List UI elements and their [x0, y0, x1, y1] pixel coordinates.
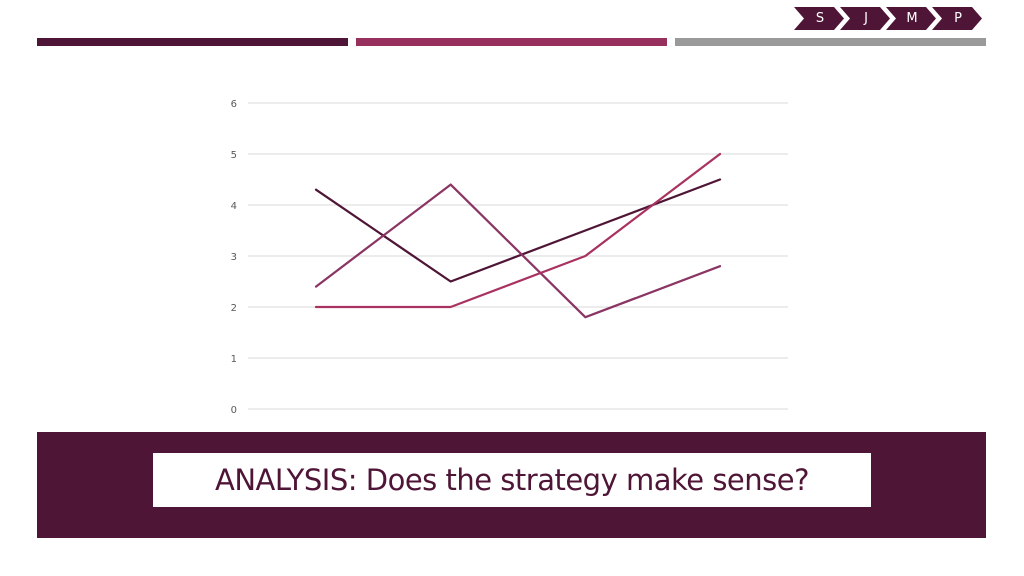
header-bar-gray — [675, 38, 986, 46]
nav-chevron-m[interactable]: M — [886, 7, 936, 30]
series-line-2 — [314, 183, 722, 319]
series-line-3 — [314, 152, 722, 309]
nav-chevron-j[interactable]: J — [840, 7, 890, 30]
y-tick-label: 5 — [231, 150, 237, 161]
header-bar-magenta — [356, 38, 667, 46]
nav-chevron-p[interactable]: P — [932, 7, 982, 30]
y-tick-label: 2 — [231, 303, 237, 314]
y-tick-label: 4 — [231, 201, 237, 212]
slide-title: ANALYSIS: Does the strategy make sense? — [215, 463, 810, 497]
y-axis-ticks: 0 1 2 3 4 5 6 — [231, 99, 237, 416]
nav-chevron-s[interactable]: S — [794, 7, 844, 30]
y-tick-label: 0 — [231, 405, 237, 416]
line-chart: 0 1 2 3 4 5 6 — [231, 99, 788, 416]
y-tick-label: 3 — [231, 252, 237, 263]
series-lines — [314, 152, 722, 319]
title-box: ANALYSIS: Does the strategy make sense? — [153, 453, 871, 507]
series-line-1 — [314, 178, 722, 283]
y-tick-label: 1 — [231, 354, 237, 365]
header-bar-dark — [37, 38, 348, 46]
y-tick-label: 6 — [231, 99, 237, 110]
